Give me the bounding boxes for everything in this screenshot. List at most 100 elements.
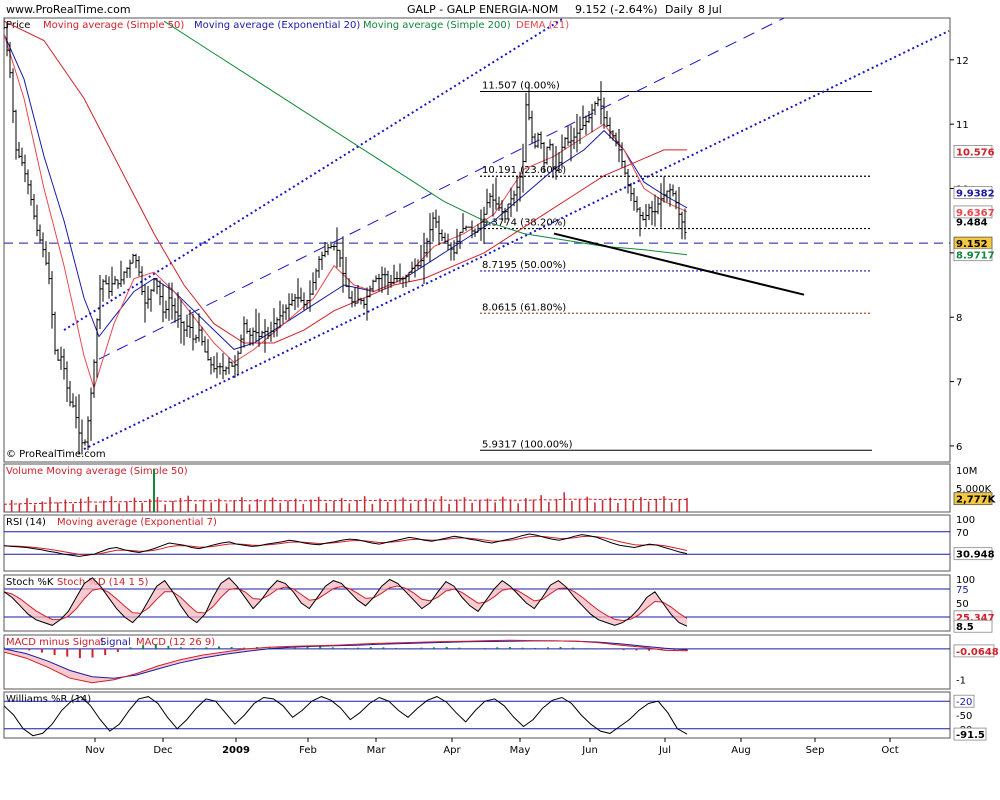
fib-level-label: 11.507 (0.00%) [482,81,560,92]
stoch-k-title: Stoch %K [6,577,54,588]
macd-plot [4,639,950,684]
williams-level-box [953,694,975,708]
fib-level-label: 9.3774 (38.20%) [482,218,566,229]
volume-value-label: 2,777K [956,495,997,506]
x-tick-label: Jul [658,745,671,756]
right-value-box [953,248,993,262]
price-tick-label: 6 [956,442,962,453]
price-tick-label: 7 [956,378,962,389]
period: Daily [665,3,693,16]
volume-tick-label: 5,000K [956,484,992,495]
williams-tick-label: -50 [956,711,972,722]
moving-average-line [4,33,688,390]
price-tick-label: 12 [956,56,969,67]
rsi-title: RSI (14) [6,517,46,528]
indicator-line [4,533,688,557]
right-value-label: 9.6367 [956,208,995,219]
x-tick-label: Sep [806,745,825,756]
indicator-line [4,639,688,684]
price-plot: 11.507 (0.00%) 10.191 (23.60%) 9.3774 (38.… [4,18,950,455]
williams-panel[interactable] [3,691,951,739]
right-value-box [953,145,993,158]
volume-title: Volume Moving average (Simple 50) [6,466,188,477]
indicator-line [4,535,688,556]
right-value-box [953,205,993,219]
stoch-tick-label: 75 [956,585,969,596]
stoch-d-value-label: 25.347 [956,613,995,624]
williams-value-label: -91.5 [956,730,985,741]
indicator-line [4,498,688,505]
volume-plot [4,468,688,512]
rsi-value-label: 30.948 [956,550,995,561]
macd-axis: 0-1-0.0648 [953,644,999,687]
stoch-k-value-box [953,619,993,633]
legend-sma200: Moving average (Simple 200) [363,20,511,31]
williams-tick-label: -20 [956,697,972,708]
rsi-ma-title: Moving average (Exponential 7) [57,517,217,528]
right-value-label: 9.152 [956,239,988,250]
macd-tick-label: -1 [956,676,966,687]
moving-average-line [4,33,688,350]
fib-level-label: 8.0615 (61.80%) [482,302,566,313]
rsi-value-box [953,547,993,561]
instrument-name: GALP - GALP ENERGIA-NOM [407,3,558,16]
rsi-tick-label: 70 [956,528,969,539]
x-tick-label: Feb [299,745,317,756]
stoch-d-title: Stoch %D (14 1 5) [57,577,148,588]
x-tick-label: Apr [443,745,461,756]
indicator-line [4,577,688,627]
last-price: 9.152 (-2.64%) [575,3,657,16]
price-panel[interactable] [3,17,951,463]
stoch-k-value-label: 8.5 [956,622,974,633]
rsi-axis: 100 70 30.948 [953,515,995,561]
x-tick-label: Dec [153,745,172,756]
williams-value-box [953,727,987,741]
stochastic-panel[interactable] [3,574,951,632]
x-tick-label: 2009 [222,745,250,756]
x-tick-label: Oct [881,745,898,756]
rsi-panel[interactable] [3,514,951,572]
channel-line [63,18,565,331]
macd-value-box [953,644,995,658]
right-value-label: 8.9717 [956,251,995,262]
x-tick-label: May [510,745,531,756]
rsi-plot [4,531,950,557]
right-value-label: 9.484 [956,218,988,229]
legend-sma50: Moving average (Simple 50) [43,20,184,31]
volume-panel[interactable] [3,463,951,513]
williams-title: Williams %R (14) [6,694,91,705]
legend-ema20: Moving average (Exponential 20) [194,20,360,31]
macd-signal-title: Signal [100,637,131,648]
fib-level-label: 10.191 (23.60%) [482,165,566,176]
macd-panel[interactable] [3,634,951,690]
right-value-label: 10.576 [956,147,995,158]
x-tick-label: Nov [85,745,105,756]
x-tick-label: Aug [731,745,751,756]
channel-line [83,29,950,451]
williams-plot [4,696,950,737]
fib-level-label: 8.7195 (50.00%) [482,260,566,271]
x-tick-label: Mar [367,745,387,756]
copyright: © ProRealTime.com [6,449,106,460]
macd-title: MACD (12 26 9) [136,637,215,648]
price-tick-label: 8 [956,313,962,324]
indicator-line [4,696,688,737]
volume-value-box [953,492,993,506]
channel-line [98,18,785,360]
stoch-tick-label: 50 [956,599,969,610]
rsi-tick-label: 100 [956,515,975,526]
fib-level-label: 5.9317 (100.00%) [482,439,573,450]
chart-date: 8 Jul [698,3,722,16]
macd-hist-title: MACD minus Signal [6,637,103,648]
x-axis: Nov Dec 2009 Feb Mar Apr May Jun Jul Aug Sep Oct [85,738,899,756]
stoch-fill [4,577,687,627]
right-value-label: 9.9382 [956,188,995,199]
site-name[interactable]: www.ProRealTime.com [6,3,131,16]
volume-tick-label: 10M [956,466,977,477]
x-tick-label: Jun [581,745,598,756]
stoch-tick-label: 100 [956,575,975,586]
